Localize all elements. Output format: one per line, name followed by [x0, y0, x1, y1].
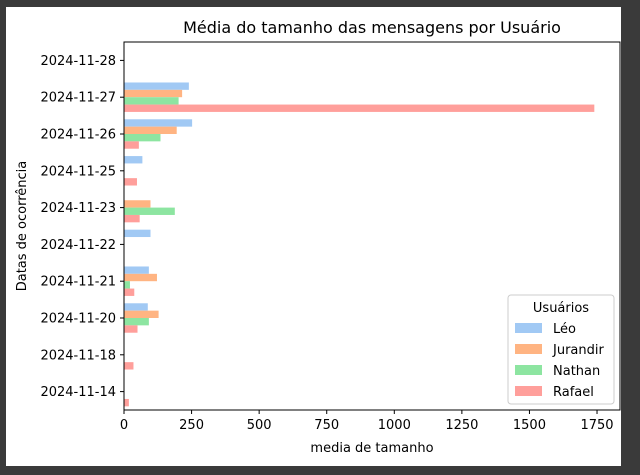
y-tick-label: 2024-11-18	[40, 348, 116, 363]
x-axis: 0 250 500 750 1000 1250 1500 1750	[120, 410, 614, 433]
figure-canvas: Média do tamanho das mensagens por Usuár…	[6, 7, 621, 466]
bar-nathan-2024-11-26	[124, 134, 161, 142]
y-tick-label: 2024-11-23	[40, 201, 116, 216]
y-tick-label: 2024-11-22	[40, 238, 116, 253]
bar-rafael-2024-11-14	[124, 398, 129, 407]
y-tick-label: 2024-11-21	[40, 275, 116, 290]
y-tick-label: 2024-11-20	[40, 312, 116, 327]
legend-entry-label: Jurandir	[552, 343, 604, 358]
bar-nathan-2024-11-21	[124, 281, 130, 289]
bar-nathan-2024-11-27	[124, 97, 179, 105]
x-tick-label: 0	[120, 418, 128, 433]
bar-l-o-2024-11-21	[124, 266, 149, 274]
legend-swatch	[515, 365, 542, 375]
bar-l-o-2024-11-20	[124, 303, 148, 311]
y-tick-label: 2024-11-25	[40, 164, 116, 179]
y-tick-label: 2024-11-28	[40, 54, 116, 69]
bar-rafael-2024-11-23	[124, 214, 140, 223]
x-tick-label: 1750	[580, 418, 613, 433]
legend-swatch	[515, 386, 542, 396]
bar-l-o-2024-11-27	[124, 82, 189, 90]
y-tick-label: 2024-11-26	[40, 128, 116, 143]
legend-entry-label: Rafael	[553, 385, 594, 400]
x-tick-label: 500	[247, 418, 272, 433]
x-tick-label: 250	[179, 418, 204, 433]
bar-l-o-2024-11-25	[124, 156, 143, 164]
x-tick-label: 1250	[445, 418, 478, 433]
y-axis-label: Datas de ocorrência	[15, 161, 30, 292]
legend-entry-label: Léo	[553, 322, 576, 337]
bar-rafael-2024-11-25	[124, 178, 137, 186]
bar-rafael-2024-11-21	[124, 288, 135, 296]
bar-jurandir-2024-11-23	[124, 200, 151, 208]
bar-rafael-2024-11-27	[124, 104, 595, 112]
bar-jurandir-2024-11-21	[124, 273, 157, 282]
bar-jurandir-2024-11-27	[124, 89, 183, 98]
bar-nathan-2024-11-20	[124, 318, 149, 326]
y-tick-label: 2024-11-27	[40, 91, 116, 106]
x-tick-label: 750	[314, 418, 339, 433]
bar-jurandir-2024-11-20	[124, 310, 159, 318]
bar-rafael-2024-11-18	[124, 362, 134, 370]
y-tick-label: 2024-11-14	[40, 385, 116, 400]
bars-group	[124, 82, 595, 407]
y-axis: 2024-11-28 2024-11-27 2024-11-26 2024-11-25…	[40, 54, 124, 400]
bar-rafael-2024-11-20	[124, 325, 138, 333]
plot-area-frame	[123, 41, 621, 411]
legend: Usuários Léo Jurandir Nathan Rafael	[507, 294, 615, 405]
bar-l-o-2024-11-26	[124, 119, 193, 127]
legend-swatch	[515, 323, 542, 333]
x-axis-label: media de tamanho	[310, 441, 433, 456]
legend-frame	[507, 294, 615, 405]
chart-title: Média do tamanho das mensagens por Usuár…	[183, 18, 561, 37]
bar-jurandir-2024-11-26	[124, 126, 177, 134]
legend-entry-label: Nathan	[553, 364, 600, 379]
x-tick-label: 1000	[378, 418, 411, 433]
bar-l-o-2024-11-22	[124, 229, 151, 238]
bar-rafael-2024-11-26	[124, 141, 139, 149]
x-tick-label: 1500	[513, 418, 546, 433]
legend-title: Usuários	[533, 301, 589, 316]
legend-swatch	[515, 344, 542, 354]
bar-nathan-2024-11-23	[124, 207, 175, 215]
